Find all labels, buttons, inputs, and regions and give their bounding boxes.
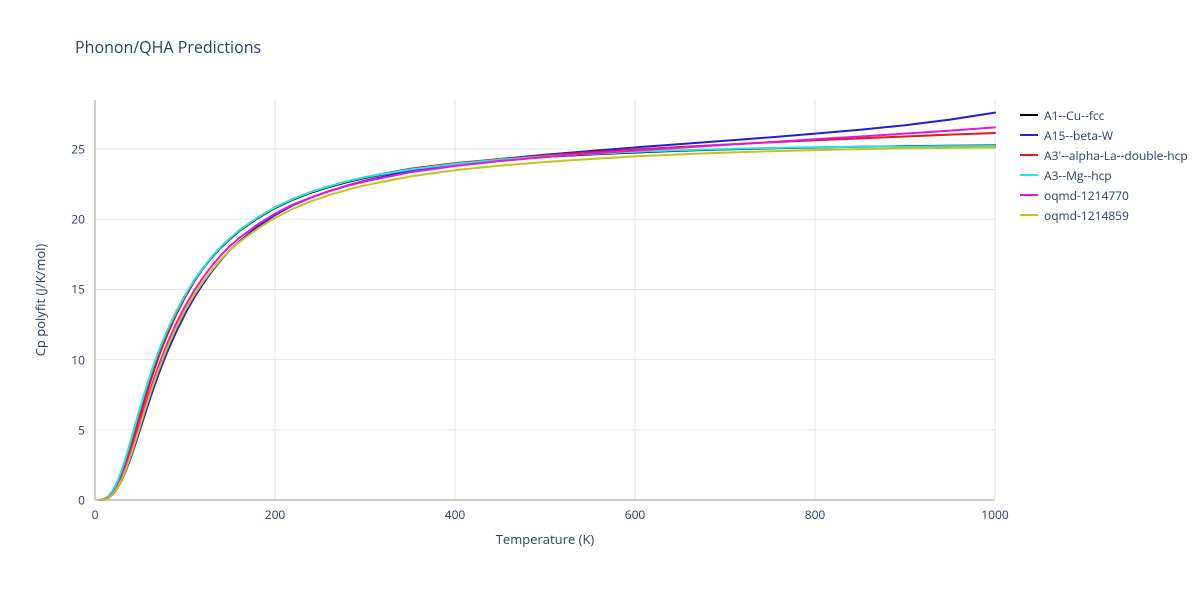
series-line-3[interactable]: [100, 146, 996, 500]
legend-item[interactable]: A15--beta-W: [1020, 125, 1188, 145]
legend-swatch: [1020, 194, 1038, 196]
legend-swatch: [1020, 134, 1038, 136]
series-line-5[interactable]: [100, 147, 996, 500]
legend-item[interactable]: oqmd-1214859: [1020, 205, 1188, 225]
y-tick-label: 20: [71, 211, 85, 228]
series-line-0[interactable]: [100, 145, 996, 500]
legend-label: A1--Cu--fcc: [1044, 107, 1104, 124]
series-line-1[interactable]: [100, 113, 996, 500]
x-tick-label: 600: [625, 506, 646, 523]
y-tick-label: 10: [71, 351, 85, 368]
legend-swatch: [1020, 174, 1038, 176]
y-tick-label: 5: [78, 421, 85, 438]
y-tick-label: 0: [78, 492, 85, 509]
plot-area: [95, 100, 995, 500]
legend-item[interactable]: A3'--alpha-La--double-hcp: [1020, 145, 1188, 165]
series-line-4[interactable]: [100, 127, 996, 500]
legend: A1--Cu--fcc A15--beta-W A3'--alpha-La--dou…: [1020, 105, 1188, 225]
legend-item[interactable]: A3--Mg--hcp: [1020, 165, 1188, 185]
x-tick-label: 400: [445, 506, 466, 523]
y-tick-label: 15: [71, 281, 85, 298]
y-axis-label: Cp polyfit (J/K/mol): [31, 244, 49, 357]
x-tick-label: 0: [92, 506, 99, 523]
y-tick-label: 25: [71, 141, 85, 158]
legend-label: A3'--alpha-La--double-hcp: [1044, 147, 1188, 164]
legend-swatch: [1020, 114, 1038, 116]
legend-swatch: [1020, 214, 1038, 216]
legend-swatch: [1020, 154, 1038, 156]
legend-label: A3--Mg--hcp: [1044, 167, 1112, 184]
x-tick-label: 800: [805, 506, 826, 523]
x-tick-label: 1000: [981, 506, 1008, 523]
legend-label: A15--beta-W: [1044, 127, 1113, 144]
plot-svg: [95, 100, 995, 500]
x-tick-label: 200: [265, 506, 286, 523]
series-line-2[interactable]: [100, 133, 996, 500]
chart-container: Phonon/QHA Predictions Temperature (K) C…: [0, 0, 1200, 600]
legend-label: oqmd-1214770: [1044, 187, 1129, 204]
chart-title: Phonon/QHA Predictions: [75, 36, 261, 58]
legend-item[interactable]: A1--Cu--fcc: [1020, 105, 1188, 125]
legend-label: oqmd-1214859: [1044, 207, 1129, 224]
x-axis-label: Temperature (K): [496, 530, 595, 548]
legend-item[interactable]: oqmd-1214770: [1020, 185, 1188, 205]
